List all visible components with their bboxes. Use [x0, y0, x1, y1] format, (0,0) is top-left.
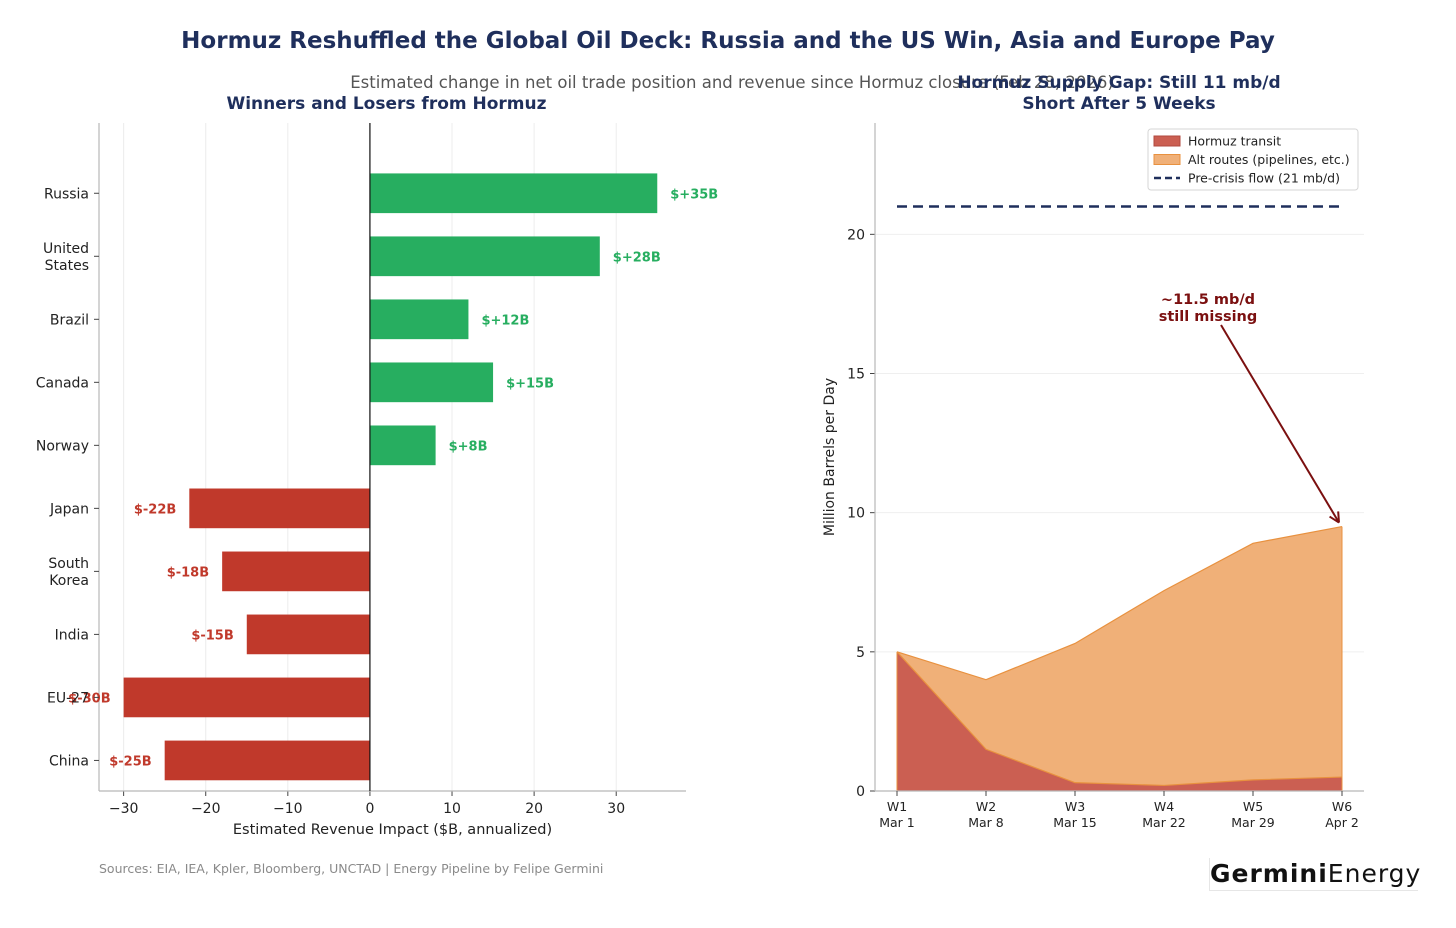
y-tick-label: 10 — [847, 506, 865, 522]
hormuz-transit-area — [897, 651, 1342, 791]
category-label: United States — [43, 241, 89, 274]
x-tick-label-line: Mar 29 — [1231, 815, 1275, 830]
category-label: Russia — [44, 186, 89, 202]
category-label-line: South — [48, 556, 89, 572]
bar — [369, 362, 494, 403]
left-chart-title: Winners and Losers from Hormuz — [226, 94, 546, 114]
x-tick-label-line: Mar 1 — [879, 815, 915, 830]
brand-logo: GerminiEnergy — [1209, 858, 1420, 891]
category-label-line: United — [43, 241, 89, 257]
y-axis-label: Million Barrels per Day — [822, 378, 838, 536]
bar — [123, 677, 370, 718]
x-tick-label: W6 Apr 2 — [1325, 799, 1359, 830]
x-tick-label-line: W1 — [887, 799, 907, 814]
data-label: $-18B — [167, 565, 209, 580]
category-label-line: Canada — [36, 375, 89, 391]
legend-swatch — [1153, 154, 1181, 165]
bar — [369, 173, 658, 214]
data-label: $-30B — [68, 691, 110, 706]
annotation-text: still missing — [1159, 309, 1258, 325]
category-label-line: India — [55, 627, 89, 643]
right-chart-title-line: Hormuz Supply Gap: Still 11 mb/d — [957, 73, 1280, 93]
category-label-line: China — [49, 753, 89, 769]
x-tick-label-line: W5 — [1243, 799, 1263, 814]
x-tick-label-line: W2 — [976, 799, 996, 814]
x-tick-label: −30 — [109, 801, 139, 817]
data-label: $+15B — [506, 376, 554, 391]
x-tick-label-line: W6 — [1332, 799, 1352, 814]
category-label-line: Norway — [36, 438, 89, 454]
bar — [369, 425, 436, 466]
bar — [369, 236, 600, 277]
annotation-arrowhead — [1329, 511, 1340, 524]
bar — [222, 551, 370, 592]
category-label-line: Brazil — [50, 312, 89, 328]
category-label: EU-27 — [47, 690, 89, 706]
category-label: South Korea — [48, 556, 89, 589]
x-tick-label: −10 — [273, 801, 303, 817]
x-tick-label: W2 Mar 8 — [968, 799, 1004, 830]
data-label: $+35B — [670, 187, 718, 202]
x-tick-label-line: Mar 22 — [1142, 815, 1185, 830]
alt-routes-area — [897, 526, 1342, 786]
data-label: $+28B — [613, 250, 661, 265]
x-axis-label: Estimated Revenue Impact ($B, annualized… — [233, 822, 552, 838]
data-label: $-25B — [109, 754, 151, 769]
alt-routes-line — [896, 525, 1343, 681]
y-tick-label: 15 — [847, 367, 865, 383]
annotation-arrow — [1220, 324, 1340, 524]
source-note: Sources: EIA, IEA, Kpler, Bloomberg, UNC… — [99, 861, 604, 876]
subtitle: Estimated change in net oil trade positi… — [350, 73, 1114, 92]
category-label: China — [49, 753, 89, 769]
data-label: $-15B — [191, 628, 233, 643]
bar — [246, 614, 370, 655]
bar — [164, 740, 370, 781]
x-tick-label: W4 Mar 22 — [1142, 799, 1185, 830]
category-label-line: Korea — [49, 573, 89, 589]
legend-swatch — [1153, 135, 1181, 147]
data-label: $+8B — [449, 439, 488, 454]
data-label: $-22B — [134, 502, 176, 517]
legend-label: Alt routes (pipelines, etc.) — [1188, 152, 1350, 167]
category-label: Norway — [36, 438, 89, 454]
x-tick-label: 10 — [443, 801, 461, 817]
legend-label: Hormuz transit — [1188, 134, 1281, 149]
category-label: India — [55, 627, 89, 643]
category-label: Brazil — [50, 312, 89, 328]
main-title: Hormuz Reshuffled the Global Oil Deck: R… — [181, 28, 1275, 54]
category-label-line: Japan — [49, 501, 89, 517]
x-tick-label: W5 Mar 29 — [1231, 799, 1275, 830]
y-tick-label: 5 — [856, 645, 865, 661]
x-tick-label: −20 — [191, 801, 221, 817]
legend-box — [1147, 128, 1359, 191]
y-tick-label: 20 — [847, 227, 865, 243]
x-tick-label-line: Apr 2 — [1325, 815, 1359, 830]
x-tick-label: W1 Mar 1 — [879, 799, 915, 830]
x-tick-label: 30 — [607, 801, 625, 817]
category-label-line: Russia — [44, 186, 89, 202]
category-label: Japan — [49, 501, 89, 517]
bar — [369, 299, 469, 340]
x-tick-label: 0 — [365, 801, 374, 817]
legend-label: Pre-crisis flow (21 mb/d) — [1188, 171, 1340, 186]
winners-losers-chart: Winners and Losers from Hormuz −30 −20 −10 0… — [36, 94, 718, 838]
x-tick-label-line: W4 — [1154, 799, 1174, 814]
y-tick-label: 0 — [856, 784, 865, 800]
hormuz-transit-line — [896, 651, 1343, 787]
right-chart-title-line: Short After 5 Weeks — [1022, 94, 1215, 114]
x-tick-label: W3 Mar 15 — [1053, 799, 1096, 830]
x-tick-label-line: Mar 15 — [1053, 815, 1096, 830]
annotation-text: ~11.5 mb/d — [1161, 292, 1255, 308]
data-label: $+12B — [481, 313, 529, 328]
category-label: Canada — [36, 375, 89, 391]
bar — [189, 488, 370, 529]
category-label-line: States — [45, 258, 89, 274]
x-tick-label-line: Mar 8 — [968, 815, 1004, 830]
category-label-line: EU-27 — [47, 690, 89, 706]
x-tick-label-line: W3 — [1065, 799, 1085, 814]
x-tick-label: 20 — [525, 801, 543, 817]
